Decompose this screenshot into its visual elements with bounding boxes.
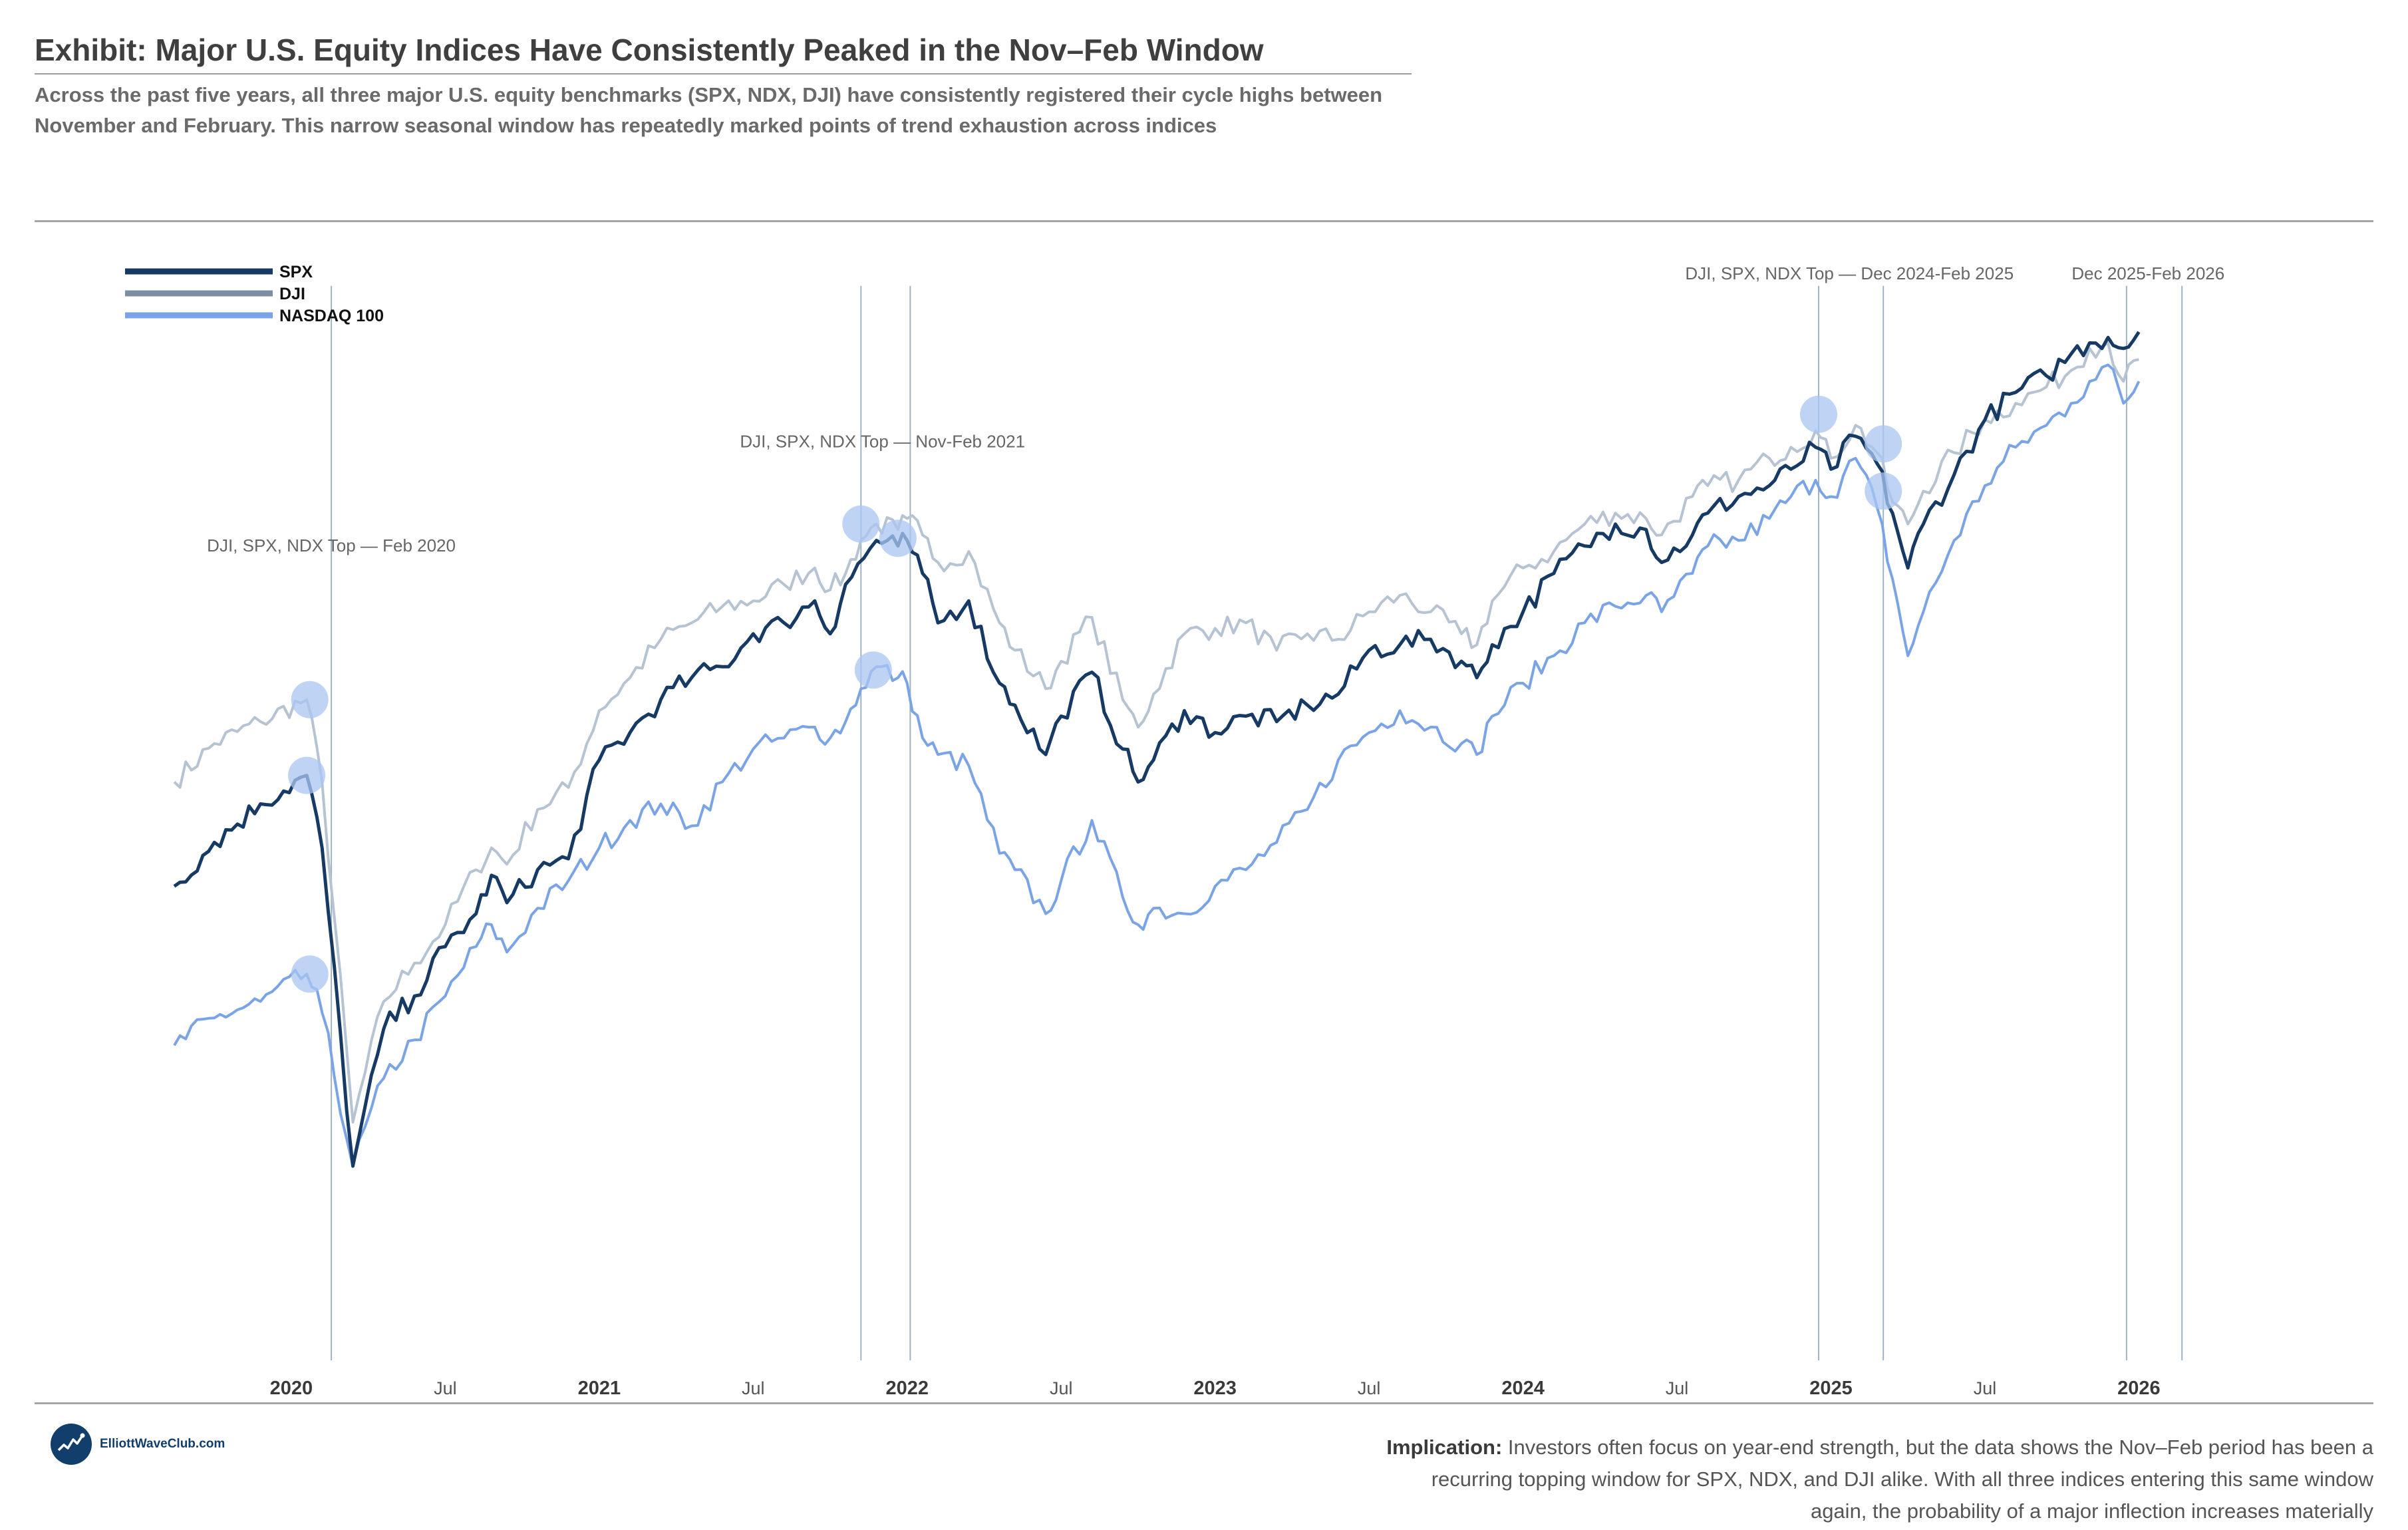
peak-marker [1865, 472, 1902, 510]
x-axis-ticks: 2020 Jul 2021 Jul 2022 Jul 2023 Jul 2024 Jul 2025 J… [270, 1378, 2161, 1399]
window-annotations: DJI, SPX, NDX Top — Feb 2020 DJI, SPX, ND… [207, 263, 2224, 555]
x-tick-label: Jul [1050, 1378, 1073, 1398]
legend-label-dji: DJI [279, 285, 305, 303]
peak-marker [842, 505, 880, 543]
peak-marker [1799, 395, 1837, 433]
implication-note: Implication: Investors often focus on ye… [1376, 1432, 2373, 1527]
top-divider [35, 220, 2373, 222]
x-tick-label: 2022 [885, 1378, 929, 1399]
implication-label: Implication: [1386, 1436, 1503, 1459]
window-annotation: DJI, SPX, NDX Top — Dec 2024-Feb 2025 [1685, 263, 2014, 283]
peak-marker [288, 756, 326, 794]
window-annotation: DJI, SPX, NDX Top — Feb 2020 [207, 536, 456, 555]
peak-marker [854, 651, 892, 689]
title-underline [35, 73, 1412, 75]
x-tick-label: Jul [742, 1378, 765, 1398]
implication-text: Investors often focus on year-end streng… [1431, 1436, 2373, 1523]
legend-label-spx: SPX [279, 263, 313, 281]
peak-marker [879, 520, 917, 557]
x-tick-label: 2020 [270, 1378, 313, 1399]
series-line-spx [173, 331, 2141, 1168]
legend-label-ndx: NASDAQ 100 [279, 307, 384, 325]
bottom-divider [35, 1402, 2373, 1404]
window-annotation: DJI, SPX, NDX Top — Nov-Feb 2021 [740, 431, 1025, 451]
x-tick-label: Jul [1974, 1378, 1997, 1398]
peak-marker [1865, 425, 1902, 463]
series-line-ndx [173, 363, 2141, 1167]
brand[interactable]: ElliottWaveClub.com [51, 1424, 225, 1465]
brand-name: ElliottWaveClub.com [100, 1437, 226, 1451]
logo-icon [51, 1424, 92, 1465]
x-tick-label: Jul [434, 1378, 457, 1398]
x-tick-label: 2024 [1501, 1378, 1545, 1399]
series-line-dji [173, 341, 2139, 1124]
window-annotation: Dec 2025-Feb 2026 [2071, 263, 2224, 283]
window-lines [331, 285, 2183, 1360]
peak-marker [291, 681, 329, 718]
x-tick-label: Jul [1358, 1378, 1381, 1398]
x-tick-label: 2026 [2117, 1378, 2161, 1399]
series-lines [173, 331, 2141, 1168]
page-title: Exhibit: Major U.S. Equity Indices Have … [35, 33, 1264, 67]
subtitle: Across the past five years, all three ma… [35, 83, 1383, 137]
legend: SPX DJI NASDAQ 100 [125, 263, 384, 325]
x-tick-label: 2025 [1809, 1378, 1853, 1399]
x-tick-label: Jul [1666, 1378, 1689, 1398]
peak-markers [288, 395, 1902, 993]
x-tick-label: 2023 [1193, 1378, 1237, 1399]
x-tick-label: 2021 [578, 1378, 621, 1399]
peak-marker [291, 955, 329, 993]
